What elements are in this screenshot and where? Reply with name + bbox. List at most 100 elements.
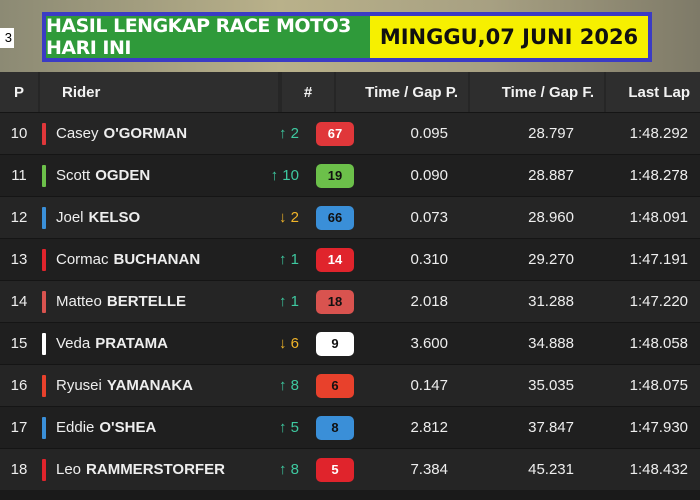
last-lap: 1:48.075 [629,377,688,394]
rider-first-name: Veda [56,335,91,352]
result-row: 14 Matteo BERTELLE ↑ 1 18 2.018 31.288 1:47.220 [0,280,700,322]
position-change: ↑ 1 [278,293,299,310]
position: 10 [10,125,28,142]
result-row: 18 Leo RAMMERSTORFER ↑ 8 5 7.384 45.231 1:48.43… [0,448,700,490]
rider-last-name: RAMMERSTORFER [86,461,225,478]
position-change: ↑ 1 [278,251,299,268]
position-change: ↑ 2 [278,125,299,142]
bike-number-cell: 18 [316,281,354,322]
position-change: ↓ 6 [278,335,299,352]
gap-prev: 0.095 [410,125,448,142]
result-row: 15 Veda PRATAMA ↓ 6 9 3.600 34.888 1:48.058 [0,322,700,364]
last-lap: 1:47.930 [629,419,688,436]
position: 12 [10,209,28,226]
bike-number-badge: 5 [316,457,354,482]
team-color-bar [42,416,46,439]
rider-first-name: Casey [56,125,99,142]
banner: HASIL LENGKAP RACE MOTO3 HARI INI MINGGU… [42,12,652,62]
results-table: P Rider # Time / Gap P. Time / Gap F. Last La… [0,72,700,490]
bike-number-badge: 6 [316,373,354,398]
last-lap: 1:48.292 [629,125,688,142]
gap-first: 28.887 [528,167,574,184]
column-header: Last Lap [606,72,700,112]
rider-first-name: Ryusei [56,377,102,394]
bike-number-cell: 67 [316,113,354,154]
rider-first-name: Scott [56,167,91,184]
position: 11 [11,167,27,184]
bike-number-badge: 18 [316,289,354,314]
position-change: ↑ 8 [278,461,299,478]
gap-prev: 3.600 [410,335,448,352]
rider-last-name: O'GORMAN [103,125,188,142]
gap-first: 31.288 [528,293,574,310]
gap-prev: 0.090 [410,167,448,184]
gap-first: 35.035 [528,377,574,394]
bike-number-cell: 14 [316,239,354,280]
gap-first: 45.231 [528,461,574,478]
team-color-bar [42,248,46,271]
rider-last-name: BERTELLE [106,293,187,310]
rider-last-name: PRATAMA [95,335,168,352]
team-color-bar [42,458,46,481]
rider: Matteo BERTELLE [40,281,260,322]
rider-first-name: Eddie [56,419,95,436]
last-lap: 1:47.191 [629,251,688,268]
team-color-bar [42,374,46,397]
rider-last-name: KELSO [88,209,141,226]
team-color-bar [42,332,46,355]
result-row: 10 Casey O'GORMAN ↑ 2 67 0.095 28.797 1:48.292 [0,112,700,154]
rider-first-name: Matteo [56,293,102,310]
result-row: 17 Eddie O'SHEA ↑ 5 8 2.812 37.847 1:47.930 [0,406,700,448]
rider: Scott OGDEN [40,155,260,196]
position-change: ↑ 10 [270,167,299,184]
column-header: # [282,72,334,112]
column-header: Rider [40,72,278,112]
last-lap: 1:48.091 [629,209,688,226]
team-color-bar [42,164,46,187]
header-row: P Rider # Time / Gap P. Time / Gap F. Last La… [0,72,700,112]
gap-prev: 0.073 [410,209,448,226]
bike-number-cell: 19 [316,155,354,196]
rider: Joel KELSO [40,197,260,238]
rider-last-name: OGDEN [95,167,151,184]
result-row: 11 Scott OGDEN ↑ 10 19 0.090 28.887 1:48.278 [0,154,700,196]
bike-number-cell: 8 [316,407,354,448]
column-header: P [0,72,38,112]
gap-prev: 2.018 [410,293,448,310]
banner-title: HASIL LENGKAP RACE MOTO3 HARI INI [46,15,370,59]
last-lap: 1:47.220 [629,293,688,310]
gap-first: 28.797 [528,125,574,142]
position: 14 [10,293,28,310]
rider-last-name: O'SHEA [99,419,157,436]
banner-date: MINGGU,07 JUNI 2026 [370,16,648,58]
last-lap: 1:48.278 [629,167,688,184]
bike-number-cell: 9 [316,323,354,364]
team-color-bar [42,206,46,229]
result-row: 16 Ryusei YAMANAKA ↑ 8 6 0.147 35.035 1:48.075 [0,364,700,406]
last-lap: 1:48.432 [629,461,688,478]
bike-number-badge: 9 [316,331,354,356]
bike-number-badge: 8 [316,415,354,440]
bike-number-badge: 66 [316,205,354,230]
position: 18 [10,461,28,478]
gap-first: 37.847 [528,419,574,436]
column-header: Time / Gap P. [336,72,468,112]
rider-last-name: YAMANAKA [106,377,193,394]
rider-last-name: BUCHANAN [113,251,201,268]
bike-number-cell: 6 [316,365,354,406]
rider: Casey O'GORMAN [40,113,260,154]
gap-prev: 2.812 [410,419,448,436]
gap-prev: 7.384 [410,461,448,478]
result-row: 12 Joel KELSO ↓ 2 66 0.073 28.960 1:48.091 [0,196,700,238]
bike-number-cell: 5 [316,449,354,490]
position: 15 [10,335,28,352]
team-color-bar [42,122,46,145]
gap-first: 28.960 [528,209,574,226]
rider-first-name: Leo [56,461,82,478]
corner-tag: 3 [0,28,14,48]
rider: Leo RAMMERSTORFER [40,449,260,490]
position-change: ↓ 2 [278,209,299,226]
position: 17 [10,419,28,436]
last-lap: 1:48.058 [629,335,688,352]
